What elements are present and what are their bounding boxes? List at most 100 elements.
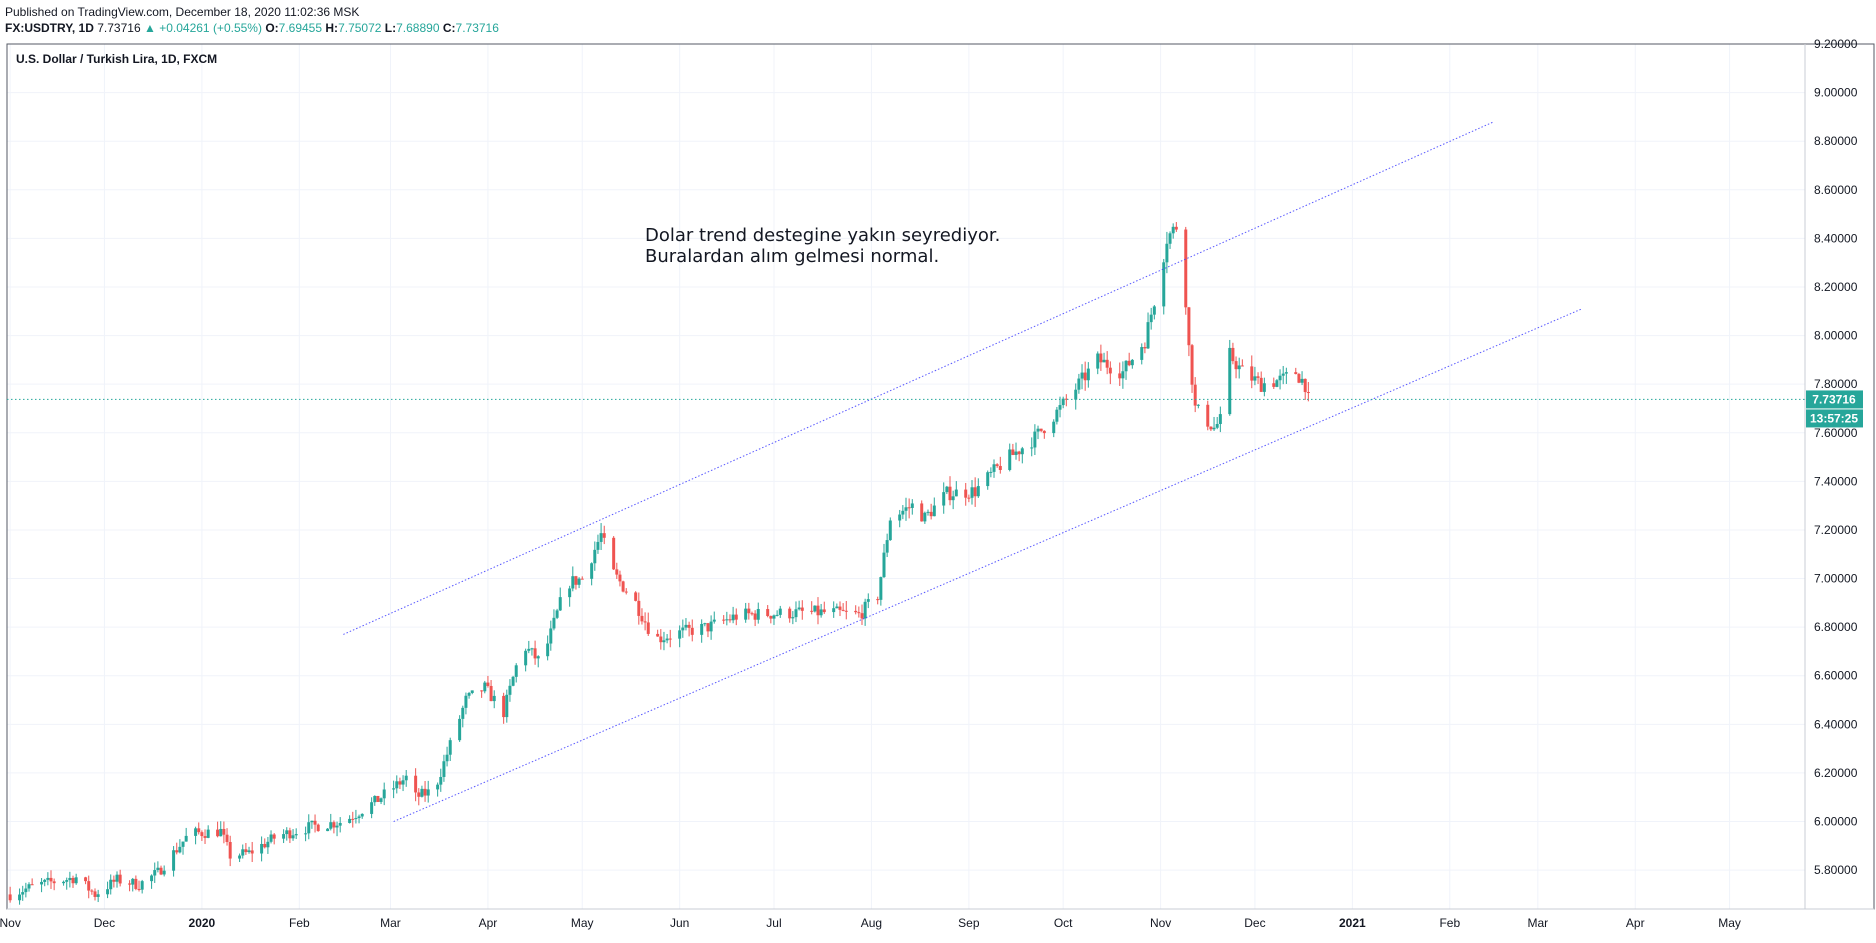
- y-tick-label: 5.80000: [1814, 863, 1858, 877]
- grid-lines: [7, 43, 1805, 909]
- candle-body: [1118, 373, 1122, 379]
- candle: [272, 833, 276, 845]
- candle: [898, 509, 902, 528]
- candle-body: [1250, 366, 1254, 381]
- candle-body: [907, 507, 911, 509]
- candle-body: [1149, 314, 1153, 323]
- candle: [131, 877, 135, 892]
- candle: [398, 777, 402, 790]
- candle-body: [1064, 398, 1068, 400]
- candle-body: [467, 693, 471, 696]
- last-price-badge: [1806, 390, 1863, 409]
- high-label: H:: [325, 21, 339, 35]
- candle-body: [574, 576, 578, 585]
- candle: [464, 692, 468, 715]
- candle-body: [470, 690, 474, 694]
- candle-body: [1237, 365, 1241, 370]
- y-tick-label: 7.20000: [1814, 523, 1858, 537]
- candle: [1306, 382, 1310, 402]
- candle: [1105, 351, 1109, 375]
- candle-body: [238, 855, 242, 859]
- candle-body: [1165, 243, 1169, 263]
- low-label: L:: [384, 21, 397, 35]
- candle: [599, 523, 603, 551]
- candle-body: [1058, 405, 1062, 410]
- candle: [285, 827, 289, 841]
- candle: [436, 782, 440, 797]
- candle-body: [137, 888, 141, 890]
- candle: [194, 826, 198, 845]
- candle: [112, 875, 116, 888]
- candle: [351, 811, 355, 828]
- chart-title: U.S. Dollar / Turkish Lira, 1D, FXCM: [16, 52, 217, 66]
- candle: [1014, 442, 1018, 460]
- candle-body: [175, 850, 179, 853]
- candle: [621, 580, 625, 593]
- candle-body: [329, 822, 333, 829]
- candle-body: [291, 835, 295, 839]
- candle: [926, 509, 930, 516]
- candle-body: [109, 879, 113, 890]
- candle: [417, 788, 421, 806]
- candle-body: [1061, 398, 1065, 406]
- y-tick-label: 7.60000: [1814, 426, 1858, 440]
- candle-body: [1196, 404, 1200, 406]
- candles: [8, 222, 1310, 905]
- candle: [1174, 222, 1178, 232]
- candle: [1168, 231, 1172, 249]
- candle-body: [310, 820, 314, 823]
- candle-body: [1030, 447, 1034, 449]
- candle-body: [571, 576, 575, 589]
- candle: [866, 593, 870, 609]
- candle: [684, 618, 688, 631]
- candle-body: [87, 881, 91, 891]
- candle: [967, 494, 971, 503]
- candle-body: [43, 879, 47, 882]
- candle-body: [860, 613, 864, 619]
- candle: [357, 814, 361, 824]
- candle-body: [134, 878, 138, 889]
- candle: [1196, 404, 1200, 409]
- candle: [1030, 437, 1034, 457]
- candle-body: [1284, 372, 1288, 374]
- candle-body: [882, 552, 886, 578]
- candle: [43, 878, 47, 887]
- candle: [1052, 419, 1056, 438]
- candle: [580, 576, 584, 580]
- candle: [797, 600, 801, 611]
- candle: [1124, 360, 1128, 380]
- candle: [511, 675, 515, 687]
- candle: [489, 680, 493, 702]
- candle: [612, 536, 616, 571]
- y-tick-label: 6.00000: [1814, 815, 1858, 829]
- last-price-value: 7.73716: [97, 21, 141, 35]
- candle-body: [1184, 229, 1188, 308]
- candle-body: [395, 781, 399, 789]
- annotation-line: Buralardan alım gelmesi normal.: [645, 246, 939, 267]
- y-tick-label: 9.20000: [1814, 37, 1858, 51]
- candle: [1146, 312, 1150, 349]
- candle: [260, 836, 264, 862]
- candle-body: [1253, 376, 1257, 381]
- candle: [71, 875, 75, 888]
- candle: [775, 610, 779, 617]
- candle: [1240, 359, 1244, 367]
- y-tick-label: 7.40000: [1814, 474, 1858, 488]
- candle: [263, 838, 267, 849]
- candle-body: [442, 761, 446, 777]
- candle-body: [618, 574, 622, 582]
- candle: [995, 463, 999, 468]
- candle-body: [373, 795, 377, 803]
- candle: [1033, 424, 1037, 455]
- candle: [1108, 361, 1112, 385]
- candle: [1303, 378, 1307, 400]
- candle: [395, 775, 399, 794]
- candle: [1215, 417, 1219, 430]
- candle: [338, 817, 342, 833]
- candle: [1262, 377, 1266, 397]
- candle-body: [492, 695, 496, 702]
- candle-body: [964, 489, 968, 498]
- candle-body: [568, 588, 572, 598]
- candle: [439, 768, 443, 792]
